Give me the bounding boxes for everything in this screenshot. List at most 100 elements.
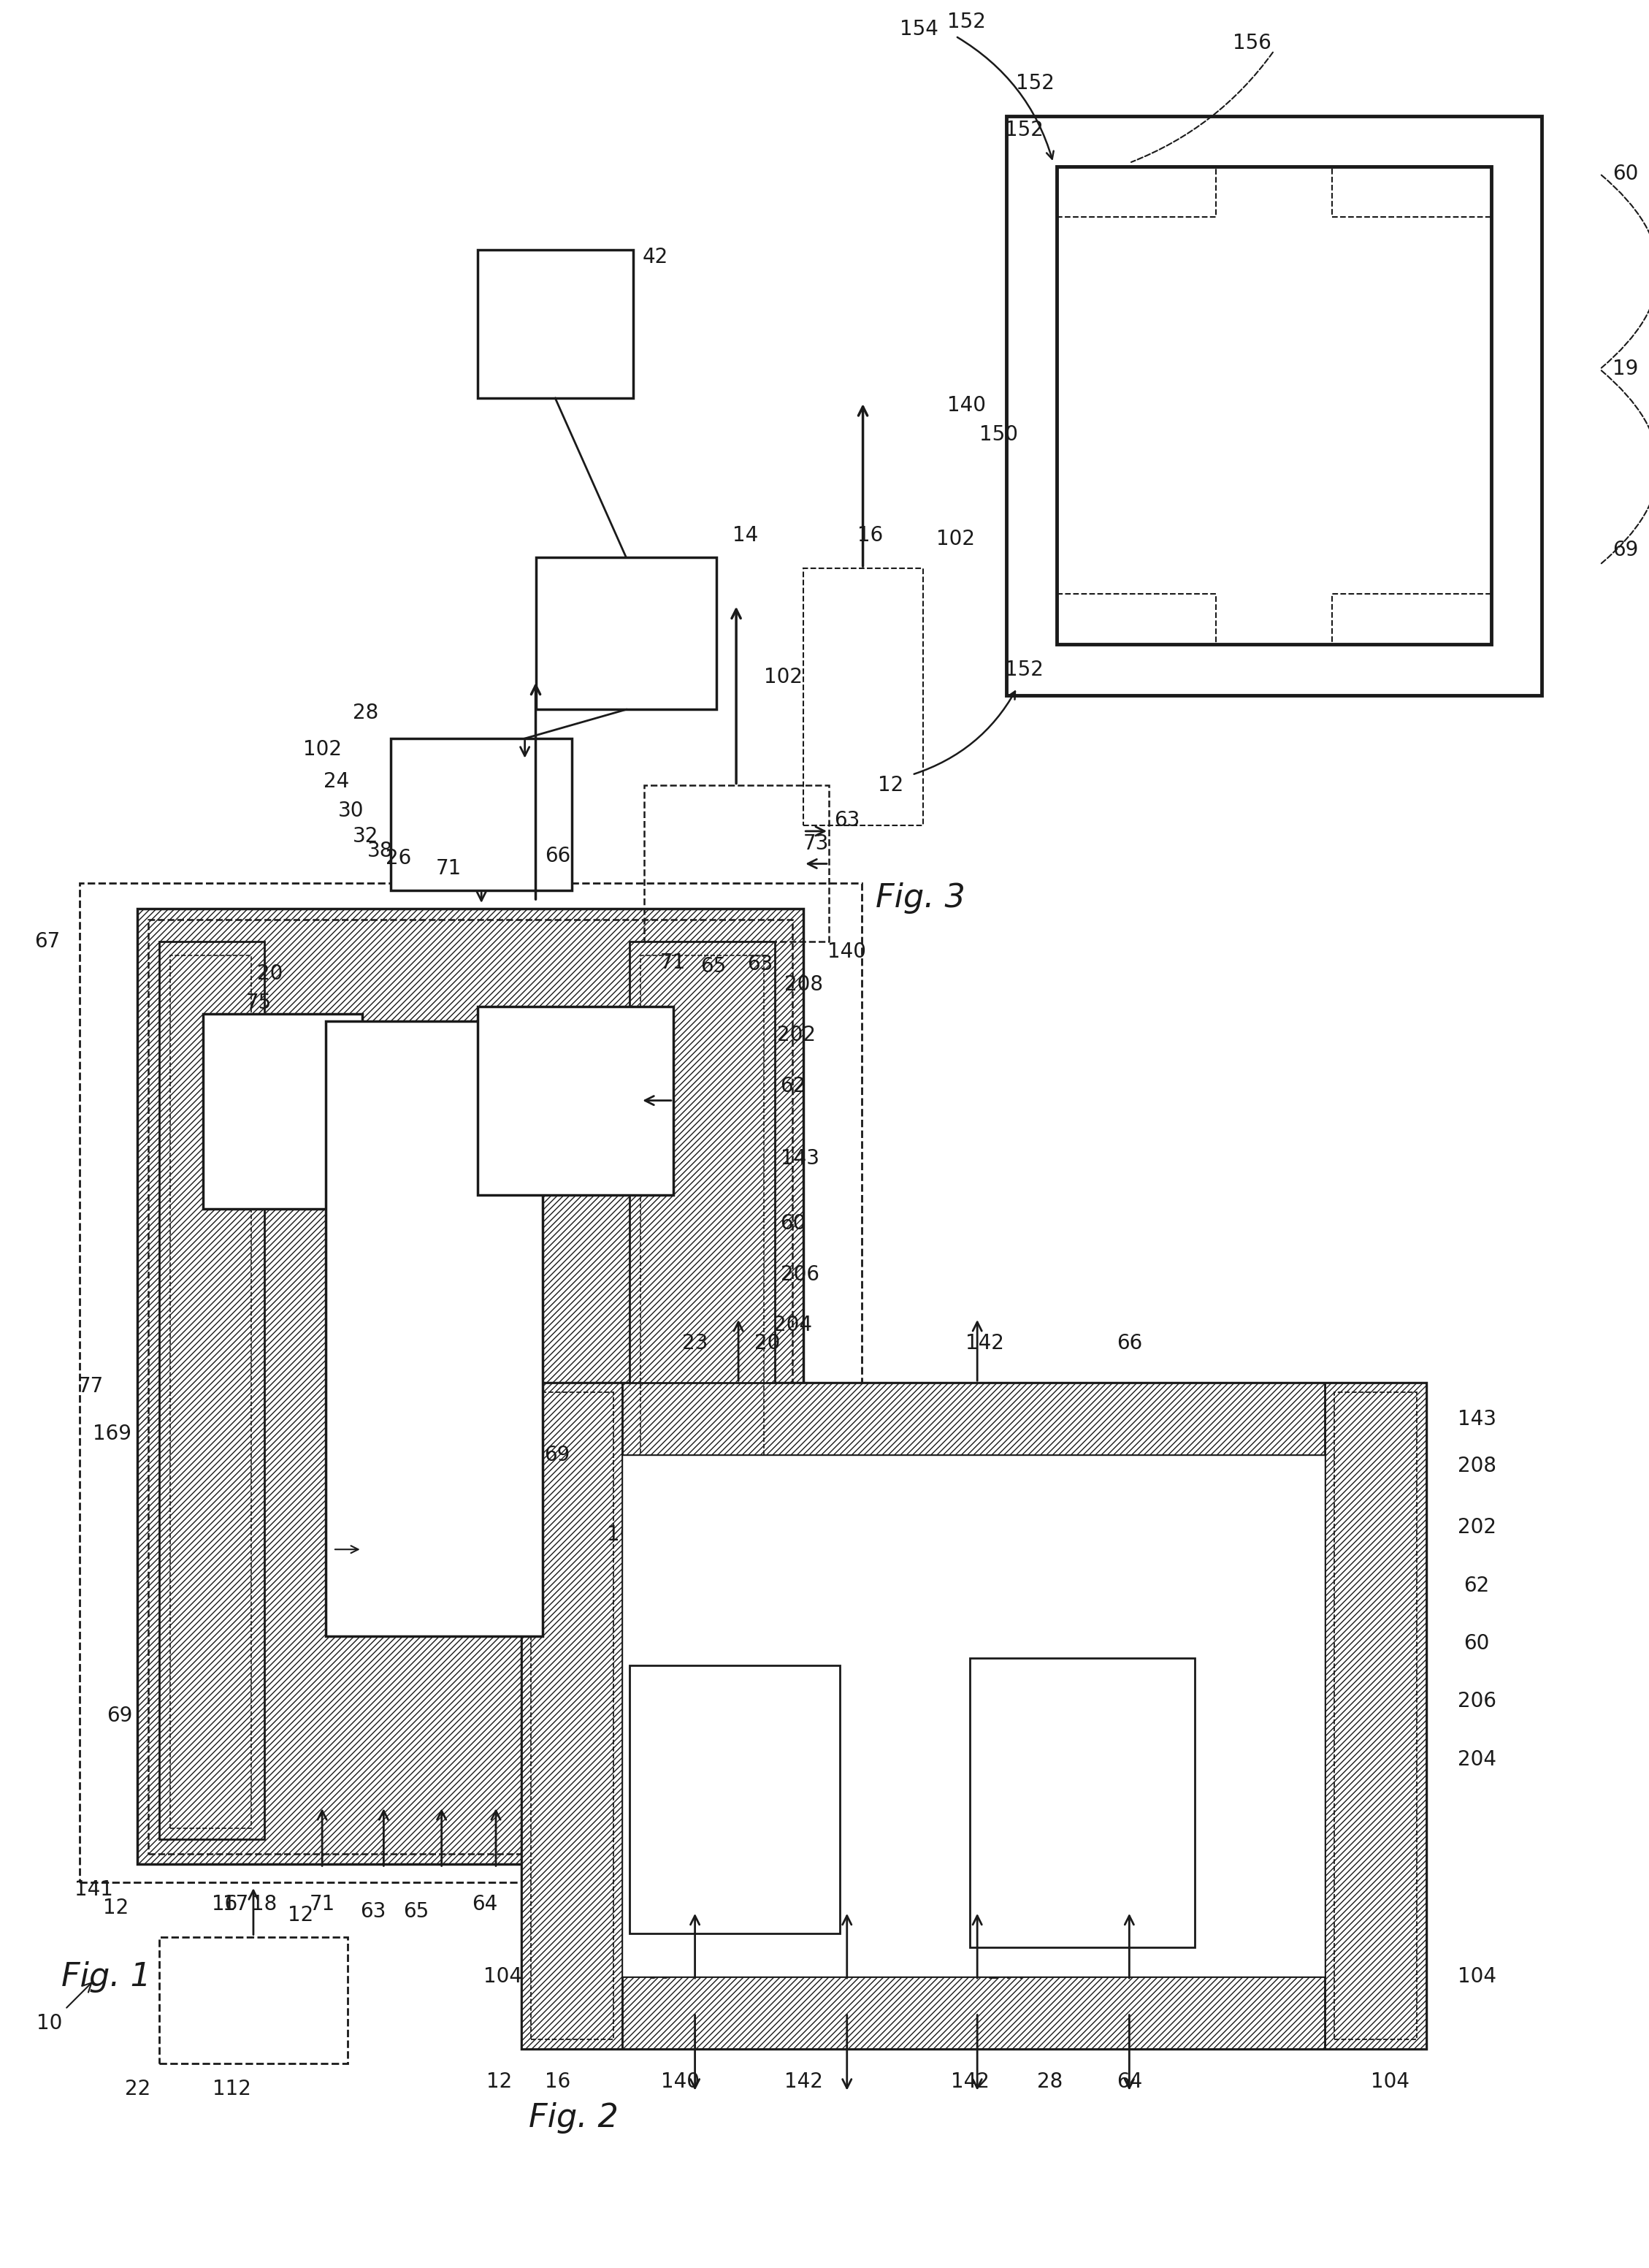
Text: 62: 62	[780, 1075, 806, 1095]
Text: 10: 10	[36, 2014, 63, 2034]
Bar	[478, 249, 633, 399]
Text: 66: 66	[544, 846, 571, 866]
Text: 142: 142	[951, 2071, 989, 2091]
Bar	[521, 1383, 623, 2048]
Text: 208: 208	[785, 975, 823, 996]
Text: 202: 202	[777, 1025, 816, 1046]
Bar	[623, 1978, 1324, 2048]
Text: 16: 16	[857, 526, 882, 547]
Text: 63: 63	[834, 810, 859, 830]
Bar	[536, 558, 717, 710]
Text: 204: 204	[1458, 1749, 1496, 1769]
Bar	[1006, 116, 1542, 694]
Text: 23: 23	[683, 1334, 707, 1354]
Text: 22: 22	[125, 2077, 150, 2100]
Text: 81: 81	[356, 1540, 383, 1560]
Text: 23: 23	[261, 1025, 287, 1046]
Text: 202: 202	[1458, 1517, 1496, 1538]
Text: Fig. 3: Fig. 3	[876, 882, 966, 914]
Text: 69: 69	[1613, 540, 1637, 560]
Text: 104: 104	[607, 1524, 645, 1545]
Text: 141: 141	[74, 1880, 114, 1901]
Text: 206: 206	[780, 1263, 820, 1284]
Text: 104: 104	[483, 1966, 523, 1987]
Text: 140: 140	[947, 395, 986, 415]
Text: 71: 71	[660, 953, 686, 973]
Text: 102: 102	[763, 667, 803, 687]
Bar	[170, 955, 251, 1828]
Text: 208: 208	[1458, 1456, 1496, 1476]
Bar	[327, 1021, 543, 1635]
Text: 30: 30	[338, 801, 364, 821]
Bar	[391, 739, 572, 891]
Text: 154: 154	[900, 18, 938, 39]
Bar	[645, 785, 829, 941]
Text: 17: 17	[223, 1894, 247, 1914]
Text: 206: 206	[1458, 1692, 1496, 1712]
Text: 18: 18	[251, 1894, 277, 1914]
Text: 20: 20	[754, 1334, 780, 1354]
Text: 143: 143	[1458, 1408, 1496, 1429]
Text: 204: 204	[773, 1315, 811, 1336]
Bar	[970, 1658, 1194, 1948]
Text: 65: 65	[701, 957, 726, 978]
Text: 38: 38	[368, 841, 392, 862]
Bar	[630, 941, 775, 1839]
Text: 19: 19	[272, 1057, 297, 1077]
Bar	[1057, 166, 1491, 644]
Text: 142: 142	[785, 2071, 823, 2091]
Bar	[203, 1014, 361, 1209]
Text: 102: 102	[937, 528, 975, 549]
Text: 75: 75	[246, 993, 272, 1014]
Text: 26: 26	[386, 848, 411, 869]
Text: 19: 19	[623, 1499, 650, 1520]
Text: 152: 152	[1004, 660, 1044, 680]
Text: 71: 71	[435, 860, 462, 880]
Text: 63: 63	[359, 1901, 386, 1921]
Text: 24: 24	[323, 771, 350, 792]
Text: 150: 150	[980, 424, 1019, 445]
Text: 64: 64	[472, 1894, 498, 1914]
Bar	[521, 1383, 1426, 2048]
Bar	[79, 882, 861, 1882]
Text: 28: 28	[646, 1068, 671, 1089]
Text: 152: 152	[947, 11, 986, 32]
Text: 152: 152	[1004, 120, 1044, 141]
Text: 60: 60	[780, 1213, 806, 1234]
Text: 169: 169	[640, 1880, 678, 1901]
Text: 65: 65	[404, 1901, 429, 1921]
Text: 69: 69	[107, 1706, 132, 1726]
Text: 32: 32	[353, 826, 379, 846]
Text: 69: 69	[544, 1445, 571, 1465]
Bar	[137, 909, 803, 1864]
Text: 104: 104	[1370, 2071, 1410, 2091]
Text: 16: 16	[544, 2071, 571, 2091]
Text: 144: 144	[986, 1962, 1026, 1982]
Bar	[160, 1937, 348, 2064]
Text: 42: 42	[641, 247, 668, 268]
Bar	[1057, 166, 1217, 218]
Bar	[148, 919, 793, 1853]
Text: 12: 12	[287, 1905, 313, 1926]
Text: 143: 143	[780, 1148, 820, 1168]
Text: 12: 12	[877, 776, 904, 796]
Bar	[478, 1007, 673, 1195]
Text: 156: 156	[1233, 34, 1271, 54]
Text: 112: 112	[213, 2077, 251, 2100]
Bar	[531, 1393, 613, 2039]
Bar	[803, 569, 923, 826]
Bar	[623, 1383, 1324, 1456]
Bar	[1332, 594, 1491, 644]
Bar	[641, 955, 763, 1828]
Bar	[1057, 594, 1217, 644]
Text: 19: 19	[1613, 358, 1637, 379]
Bar	[1332, 166, 1491, 218]
Text: 71: 71	[310, 1894, 335, 1914]
Text: 28: 28	[353, 703, 378, 723]
Text: 64: 64	[1116, 2071, 1143, 2091]
Text: 152: 152	[1016, 73, 1054, 93]
Text: 66: 66	[646, 1962, 671, 1982]
Text: 28: 28	[1037, 2071, 1062, 2091]
Text: 77: 77	[78, 1377, 104, 1397]
Bar	[630, 1665, 839, 1932]
